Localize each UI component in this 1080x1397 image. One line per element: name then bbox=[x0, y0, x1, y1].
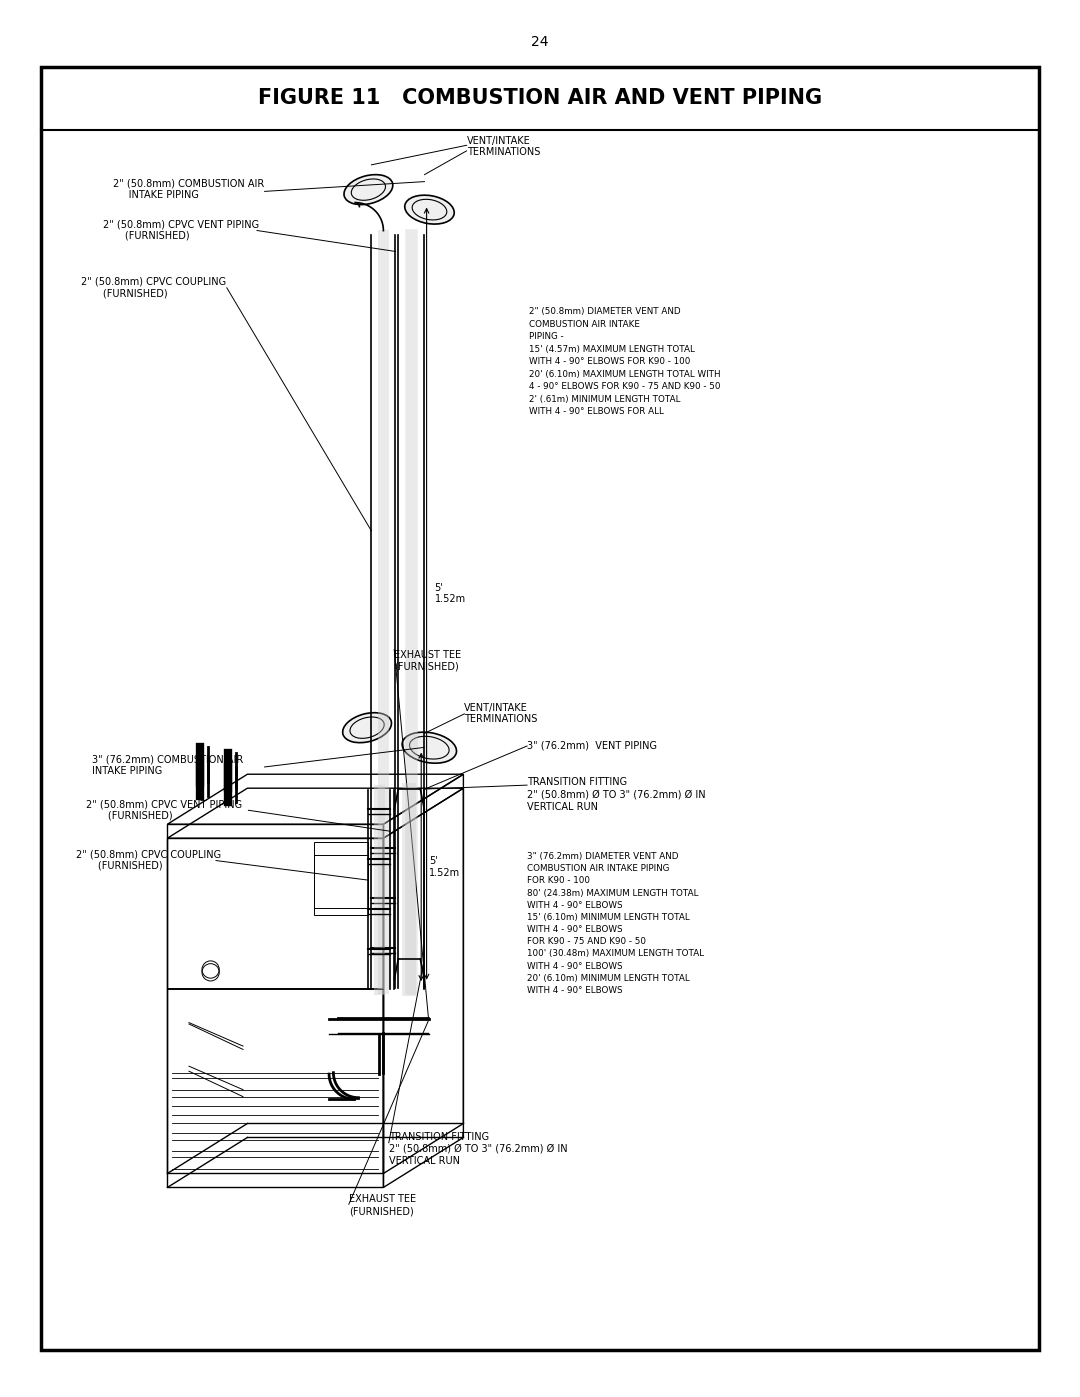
Text: 5'
1.52m: 5' 1.52m bbox=[429, 856, 460, 877]
Text: 3" (76.2mm) DIAMETER VENT AND
COMBUSTION AIR INTAKE PIPING
FOR K90 - 100
80' (24: 3" (76.2mm) DIAMETER VENT AND COMBUSTION… bbox=[527, 852, 704, 995]
Text: 24: 24 bbox=[531, 35, 549, 49]
Text: 2" (50.8mm) CPVC VENT PIPING
       (FURNISHED): 2" (50.8mm) CPVC VENT PIPING (FURNISHED) bbox=[103, 219, 259, 240]
Text: FIGURE 11   COMBUSTION AIR AND VENT PIPING: FIGURE 11 COMBUSTION AIR AND VENT PIPING bbox=[258, 88, 822, 108]
Ellipse shape bbox=[345, 175, 393, 204]
Text: VENT/INTAKE
TERMINATIONS: VENT/INTAKE TERMINATIONS bbox=[464, 703, 538, 724]
Text: VENT/INTAKE
TERMINATIONS: VENT/INTAKE TERMINATIONS bbox=[467, 136, 540, 156]
Text: 3" (76.2mm)  VENT PIPING: 3" (76.2mm) VENT PIPING bbox=[527, 740, 657, 750]
Text: TRANSITION FITTING
2" (50.8mm) Ø TO 3" (76.2mm) Ø IN
VERTICAL RUN: TRANSITION FITTING 2" (50.8mm) Ø TO 3" (… bbox=[389, 1132, 567, 1166]
Ellipse shape bbox=[402, 732, 457, 763]
Text: 2" (50.8mm) CPVC VENT PIPING
       (FURNISHED): 2" (50.8mm) CPVC VENT PIPING (FURNISHED) bbox=[86, 799, 243, 820]
Text: 5'
1.52m: 5' 1.52m bbox=[434, 583, 465, 605]
Bar bbox=[314, 855, 368, 915]
Text: 2" (50.8mm) COMBUSTION AIR
     INTAKE PIPING: 2" (50.8mm) COMBUSTION AIR INTAKE PIPING bbox=[113, 179, 265, 200]
Text: 2" (50.8mm) DIAMETER VENT AND
COMBUSTION AIR INTAKE
PIPING -
15' (4.57m) MAXIMUM: 2" (50.8mm) DIAMETER VENT AND COMBUSTION… bbox=[529, 307, 720, 416]
Ellipse shape bbox=[405, 196, 455, 224]
Text: 2" (50.8mm) CPVC COUPLING
       (FURNISHED): 2" (50.8mm) CPVC COUPLING (FURNISHED) bbox=[81, 277, 226, 298]
Text: 2" (50.8mm) CPVC COUPLING
       (FURNISHED): 2" (50.8mm) CPVC COUPLING (FURNISHED) bbox=[76, 849, 220, 870]
Text: 3" (76.2mm) COMBUSTION AIR
INTAKE PIPING: 3" (76.2mm) COMBUSTION AIR INTAKE PIPING bbox=[92, 754, 243, 775]
Ellipse shape bbox=[342, 712, 391, 743]
Text: TRANSITION FITTING
2" (50.8mm) Ø TO 3" (76.2mm) Ø IN
VERTICAL RUN: TRANSITION FITTING 2" (50.8mm) Ø TO 3" (… bbox=[527, 777, 705, 812]
Text: EXHAUST TEE
(FURNISHED): EXHAUST TEE (FURNISHED) bbox=[349, 1194, 416, 1215]
Text: EXHAUST TEE
(FURNISHED): EXHAUST TEE (FURNISHED) bbox=[394, 650, 461, 671]
Bar bbox=[314, 842, 368, 908]
